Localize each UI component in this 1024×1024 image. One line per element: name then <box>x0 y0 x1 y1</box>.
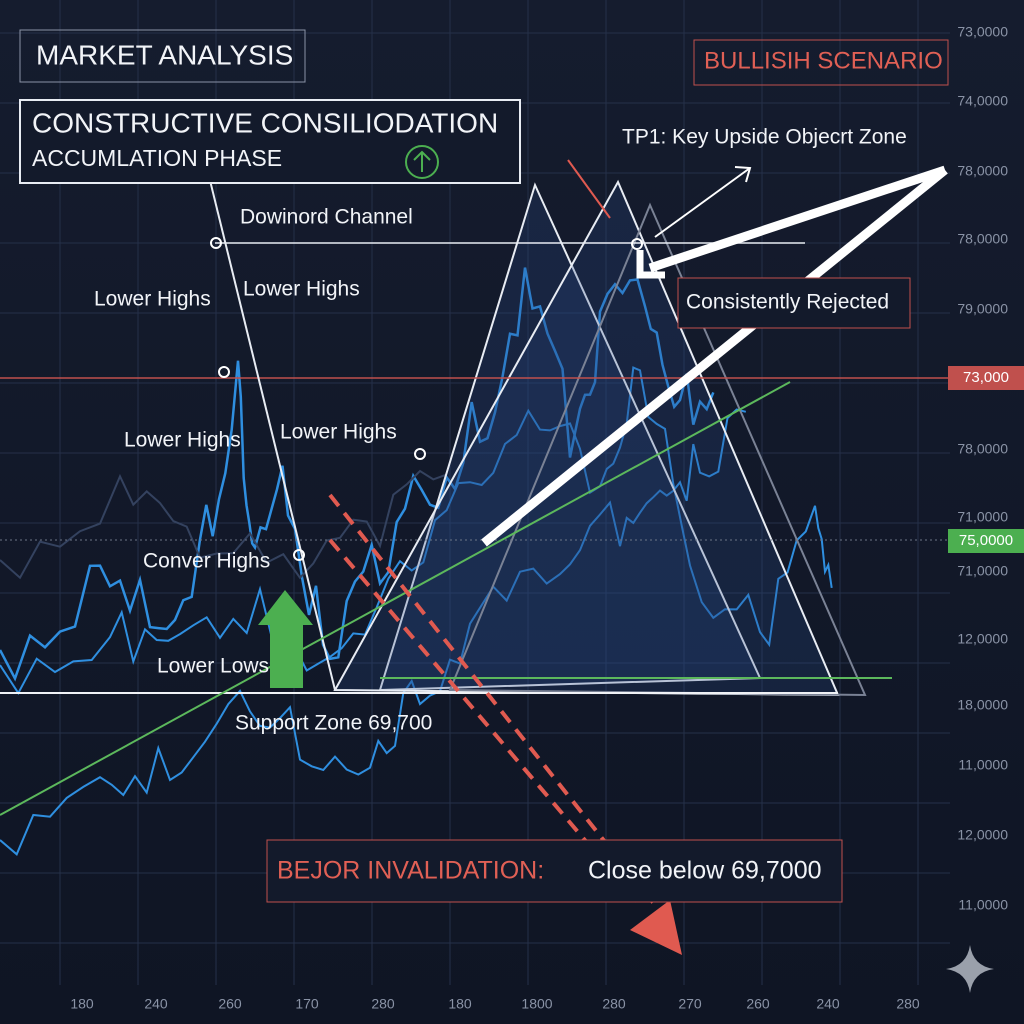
price-tag-label: 73,000 <box>963 369 1009 386</box>
up-icon <box>413 150 431 172</box>
rejected-box <box>677 277 911 329</box>
y-axis-label: 78,0000 <box>957 231 1008 247</box>
y-axis-label: 11,0000 <box>958 897 1008 913</box>
arrow <box>654 167 751 238</box>
up-arrow <box>258 590 313 688</box>
arrow <box>567 159 611 219</box>
x-axis-label: 180 <box>448 996 472 1012</box>
x-axis-label: 280 <box>602 996 626 1012</box>
invalidation-condition: Close below 69,7000 <box>588 857 822 885</box>
up-icon <box>405 145 439 179</box>
y-axis-label: 79,0000 <box>957 301 1008 317</box>
price-line <box>0 267 715 682</box>
annotation: TP1: Key Upside Objecrt Zone <box>622 126 907 149</box>
arrow-head <box>636 250 665 279</box>
points <box>210 237 643 561</box>
phase-subtitle: ACCUMLATION PHASE <box>32 145 282 171</box>
price-line <box>0 366 833 696</box>
y-axis-label: 78,0000 <box>957 163 1008 179</box>
annotation: Dowinord Channel <box>240 206 413 229</box>
y-axis-label: 11,0000 <box>958 757 1008 773</box>
x-axis-label: 260 <box>746 996 770 1012</box>
trend-line <box>0 381 791 816</box>
y-axis-label: 78,0000 <box>957 441 1008 457</box>
x-axis-label: 260 <box>218 996 242 1012</box>
annotation: Lower Highs <box>280 421 397 444</box>
invalidation-label: BEJOR INVALIDATION: <box>277 857 544 885</box>
arrow-head <box>734 166 752 183</box>
scenario: BULLISIH SCENARIO <box>704 47 943 74</box>
annotation: Support Zone 69,700 <box>235 712 432 735</box>
title-box <box>19 29 306 83</box>
annotation: Lower Lows <box>157 655 269 678</box>
y-axis-label: 12,0000 <box>957 827 1008 843</box>
invalidation-box <box>266 839 843 903</box>
phase-title: CONSTRUCTIVE CONSILIODATION <box>32 107 498 138</box>
x-axis-label: 280 <box>371 996 395 1012</box>
x-axis-label: 170 <box>295 996 319 1012</box>
title: MARKET ANALYSIS <box>36 39 293 70</box>
price-tag-label: 75,0000 <box>959 532 1013 549</box>
price-tag <box>948 366 1024 390</box>
arrow-head <box>630 900 682 955</box>
y-axis-label: 18,0000 <box>957 697 1008 713</box>
price-line <box>0 469 448 580</box>
y-axis-label: 71,0000 <box>957 563 1008 579</box>
y-axis-label: 74,0000 <box>957 93 1008 109</box>
annotation: Lower Highs <box>124 429 241 452</box>
y-axis-label: 12,0000 <box>957 631 1008 647</box>
annotation: Lower Highs <box>243 278 360 301</box>
x-axis-label: 240 <box>816 996 840 1012</box>
invalidation-arrow <box>328 493 657 907</box>
annotation: Conver Highs <box>143 550 270 573</box>
price-tag <box>948 529 1024 553</box>
x-axis-label: 280 <box>896 996 920 1012</box>
target-arrow <box>648 165 947 273</box>
annotation: Lower Highs <box>94 288 211 311</box>
sparkle <box>946 945 994 993</box>
x-axis-label: 270 <box>678 996 702 1012</box>
y-axis-label: 73,0000 <box>957 24 1008 40</box>
x-axis-label: 1800 <box>521 996 552 1012</box>
labels: Dowinord Channel Lower Highs Lower Highs Lo… <box>70 24 1008 1012</box>
channel-line <box>204 159 336 691</box>
scenario-box <box>693 39 949 86</box>
annotation: Consistently Rejected <box>686 291 889 314</box>
y-axis-label: 71,0000 <box>957 509 1008 525</box>
x-axis-label: 180 <box>70 996 94 1012</box>
x-axis-label: 240 <box>144 996 168 1012</box>
target-arrow <box>481 166 948 547</box>
